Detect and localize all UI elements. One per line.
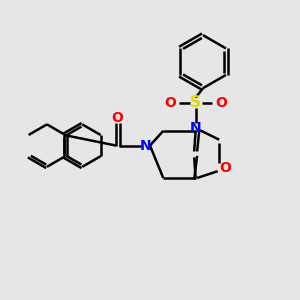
Text: O: O [111, 111, 123, 125]
Text: S: S [190, 95, 201, 110]
Text: N: N [190, 121, 202, 135]
Text: O: O [219, 161, 231, 175]
Text: O: O [164, 96, 176, 110]
Text: O: O [215, 96, 227, 110]
Text: N: N [140, 139, 152, 153]
